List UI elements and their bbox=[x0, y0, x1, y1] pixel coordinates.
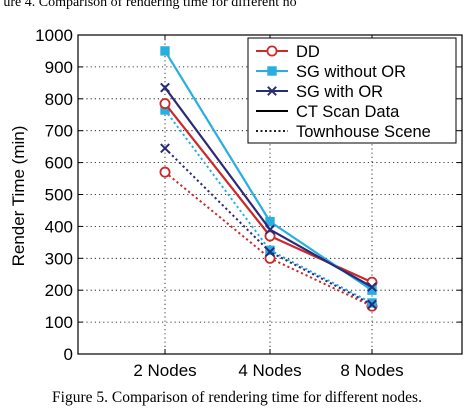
point-sg-with-or-ct-scan-data-0-b bbox=[160, 82, 170, 93]
legend-entry-ct-scan-data: CT Scan Data bbox=[256, 103, 400, 121]
point-sg-with-or-ct-scan-data-1 bbox=[265, 224, 275, 235]
legend-marker-sg-with-or bbox=[267, 86, 277, 96]
legend-marker-sg-with-or-b bbox=[267, 86, 277, 96]
point-sg-with-or-townhouse-scene-2-b bbox=[367, 299, 377, 310]
point-dd-ct-scan-data-1 bbox=[264, 230, 276, 242]
y-tick-label-500: 500 bbox=[45, 186, 73, 205]
y-tick-label-100: 100 bbox=[45, 313, 73, 332]
series-layer bbox=[159, 46, 378, 312]
legend-marker-sg-without-or bbox=[267, 66, 277, 76]
y-tick-label-400: 400 bbox=[45, 217, 73, 236]
point-sg-without-or-ct-scan-data-0 bbox=[160, 46, 170, 56]
point-sg-with-or-ct-scan-data-0 bbox=[160, 82, 170, 93]
y-tick-label-700: 700 bbox=[45, 122, 73, 141]
point-sg-with-or-townhouse-scene-0 bbox=[160, 143, 170, 154]
point-sg-without-or-ct-scan-data-1 bbox=[265, 216, 275, 227]
point-dd-townhouse-scene-0 bbox=[159, 166, 171, 178]
series-sg-without-or-townhouse-scene bbox=[160, 105, 377, 308]
y-tick-label-200: 200 bbox=[45, 281, 73, 300]
x-tick-label-1: 4 Nodes bbox=[238, 361, 301, 380]
legend-marker-dd bbox=[266, 45, 278, 57]
legend-label-dd: DD bbox=[296, 43, 320, 61]
legend-entry-sg-with-or: SG with OR bbox=[256, 83, 383, 101]
legend-label-sg-with-or: SG with OR bbox=[296, 83, 383, 101]
legend-label-townhouse-scene: Townhouse Scene bbox=[296, 123, 431, 141]
figure-caption: Figure 5. Comparison of rendering time f… bbox=[52, 389, 422, 406]
y-tick-label-0: 0 bbox=[64, 345, 73, 364]
header-fragment: ure 4. Comparison of rendering time for … bbox=[3, 0, 296, 10]
x-tick-label-0: 2 Nodes bbox=[133, 361, 196, 380]
legend-entry-dd: DD bbox=[256, 43, 320, 61]
legend: DD SG without OR SG with OR CT Scan Data Tow… bbox=[247, 37, 457, 144]
point-dd-ct-scan-data-0 bbox=[159, 98, 171, 110]
point-sg-without-or-townhouse-scene-1 bbox=[265, 245, 275, 256]
point-sg-without-or-townhouse-scene-2 bbox=[367, 298, 377, 308]
y-tick-label-800: 800 bbox=[45, 90, 73, 109]
chart: ure 4. Comparison of rendering time for … bbox=[3, 0, 463, 380]
y-axis-label: Render Time (min) bbox=[9, 126, 28, 267]
series-sg-with-or-ct-scan-data bbox=[160, 82, 377, 292]
header-fragment-text: ure 4. Comparison of rendering time for … bbox=[3, 0, 296, 10]
point-sg-with-or-ct-scan-data-2-b bbox=[367, 282, 377, 292]
point-sg-with-or-ct-scan-data-1-b bbox=[265, 224, 275, 235]
point-sg-with-or-townhouse-scene-2 bbox=[367, 299, 377, 310]
legend-entry-townhouse-scene: Townhouse Scene bbox=[256, 123, 431, 141]
legend-label-ct-scan-data: CT Scan Data bbox=[296, 103, 400, 121]
series-sg-with-or-townhouse-scene bbox=[160, 143, 377, 310]
legend-entry-sg-without-or: SG without OR bbox=[256, 63, 406, 81]
y-tick-label-300: 300 bbox=[45, 249, 73, 268]
point-sg-with-or-townhouse-scene-1-b bbox=[265, 247, 275, 257]
y-tick-label-1000: 1000 bbox=[35, 26, 73, 45]
point-sg-with-or-ct-scan-data-2 bbox=[367, 282, 377, 292]
legend-label-sg-without-or: SG without OR bbox=[296, 63, 406, 81]
point-sg-with-or-townhouse-scene-1 bbox=[265, 247, 275, 257]
point-sg-with-or-townhouse-scene-0-b bbox=[160, 143, 170, 154]
x-tick-label-2: 8 Nodes bbox=[340, 361, 403, 380]
y-tick-label-900: 900 bbox=[45, 58, 73, 77]
y-tick-label-600: 600 bbox=[45, 154, 73, 173]
plot-frame bbox=[77, 34, 463, 355]
axes: 0 100 200 300 400 500 600 700 800 900 1000 2 Nodes 4… bbox=[35, 26, 463, 380]
